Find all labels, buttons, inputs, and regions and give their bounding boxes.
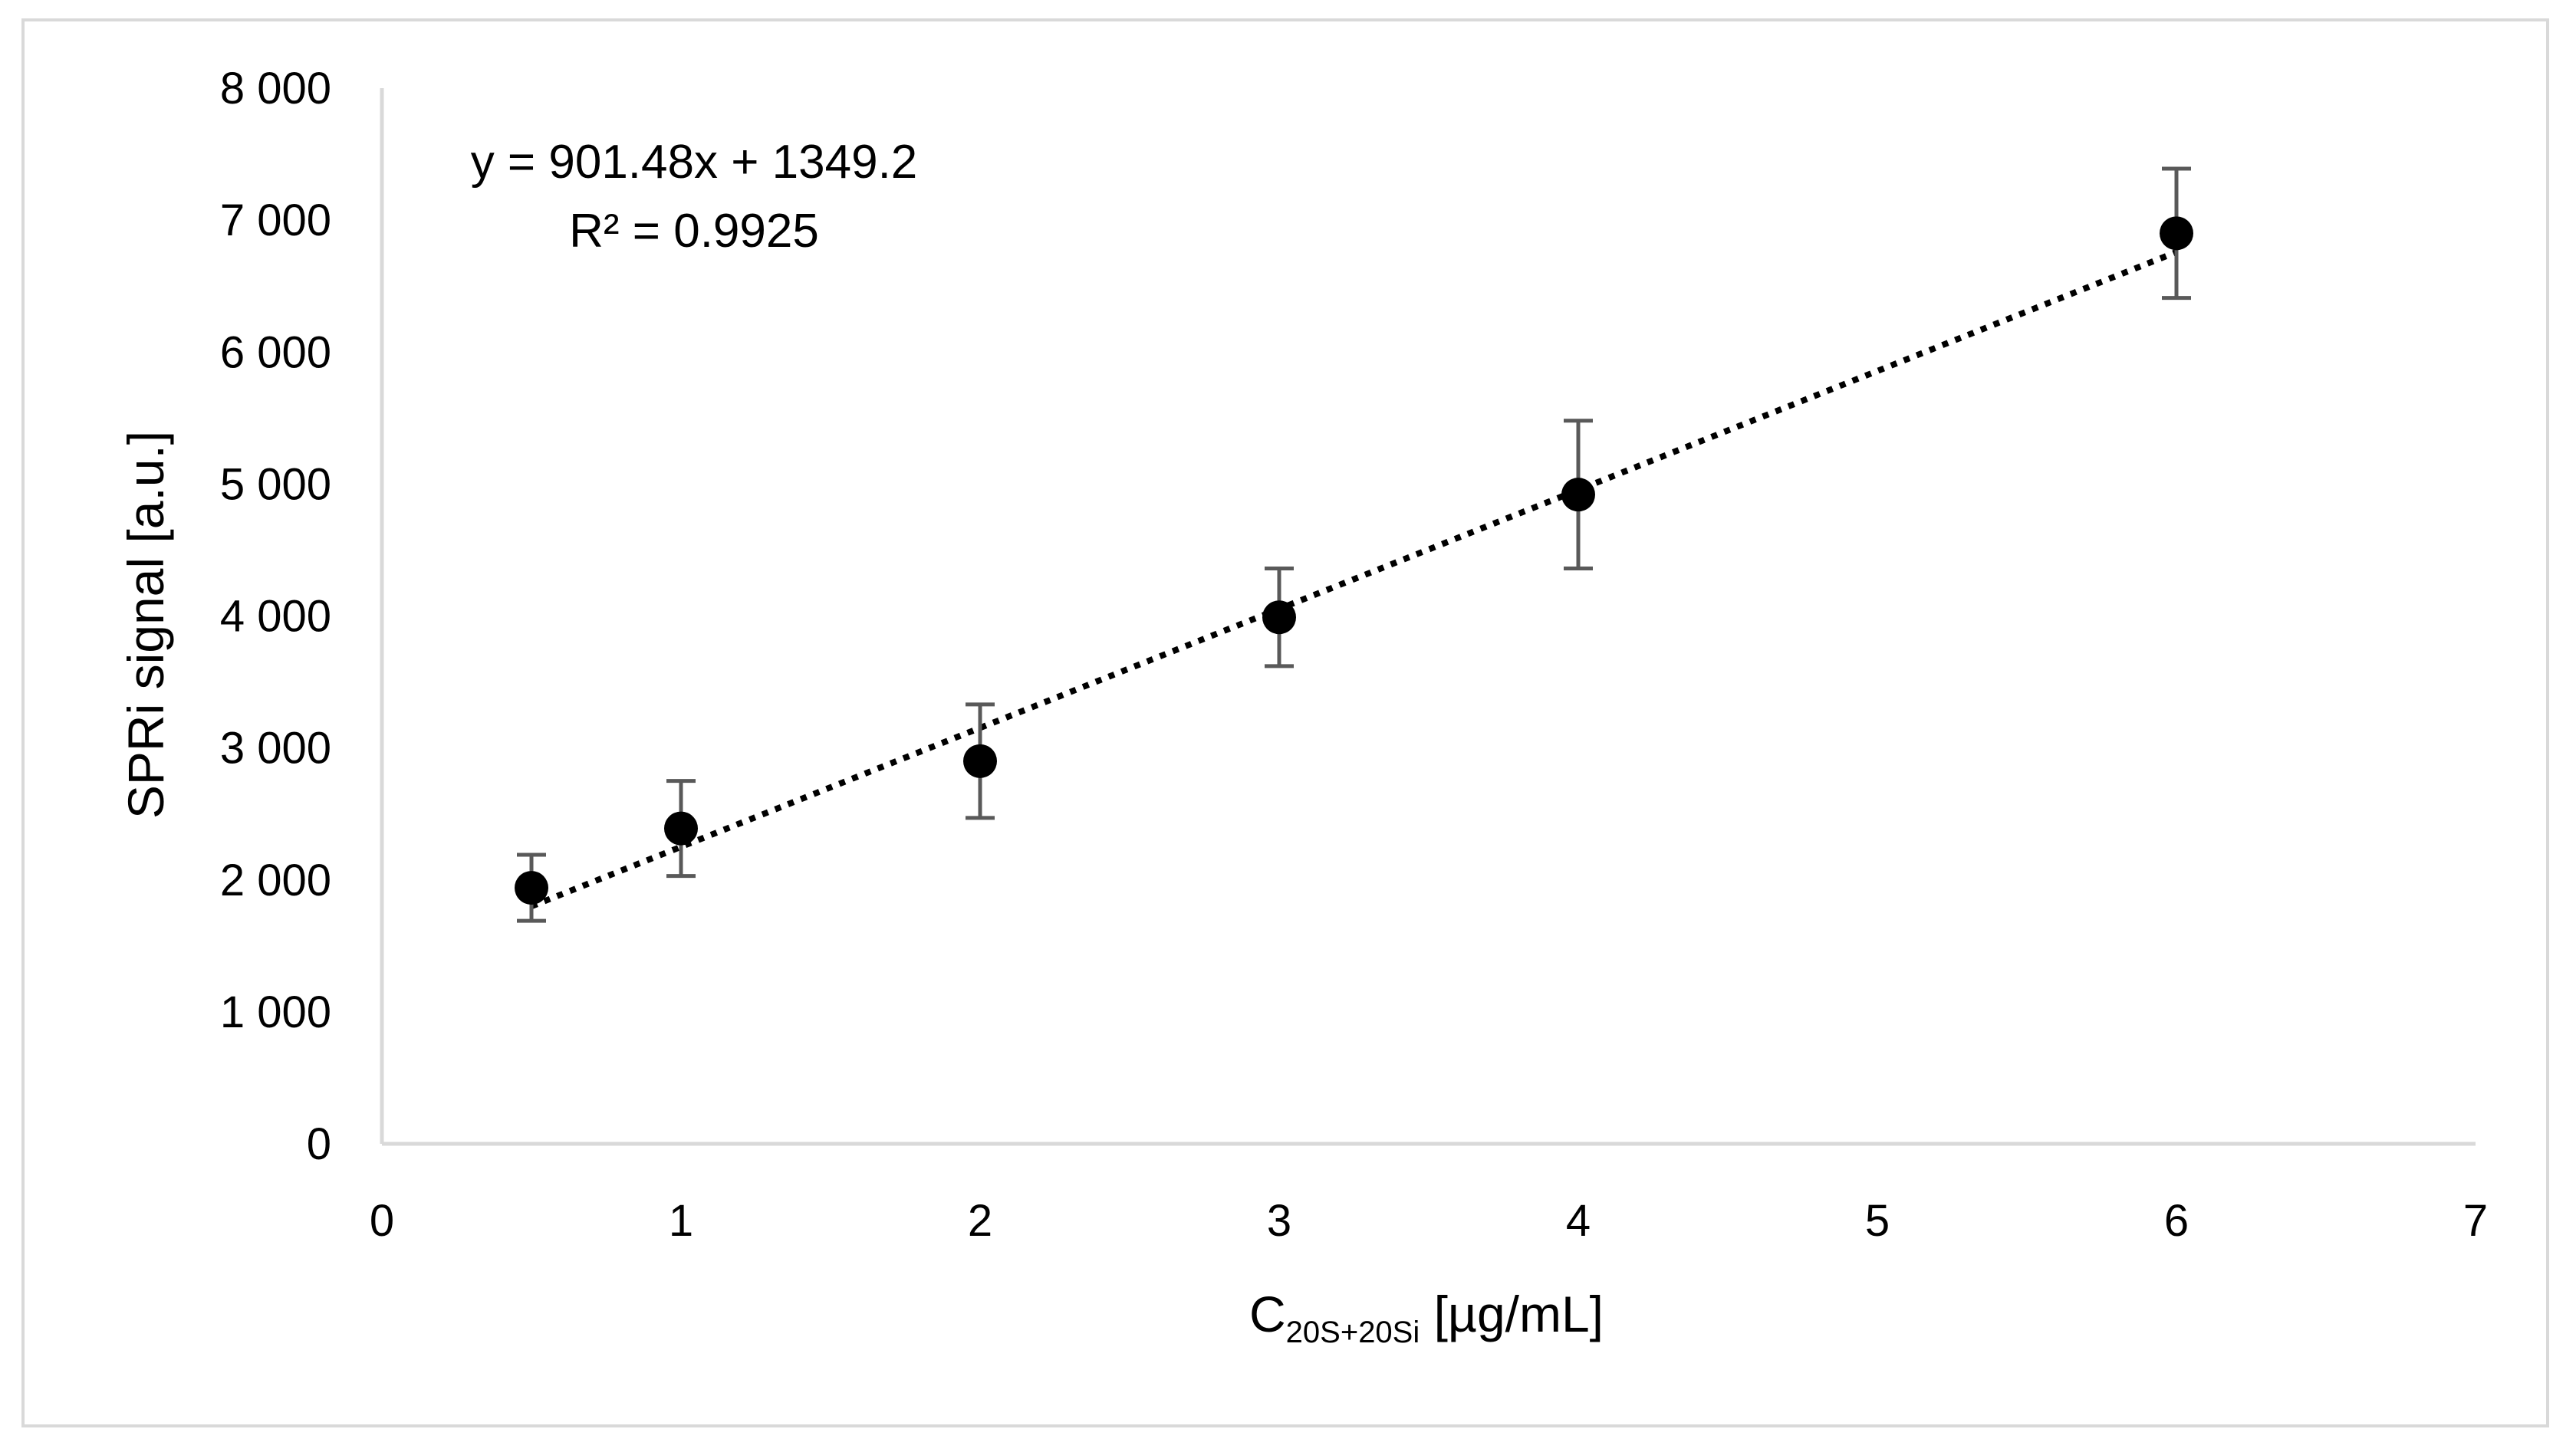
x-tick-label: 1 [669,1196,693,1246]
trendline-equation: y = 901.48x + 1349.2 [471,136,918,189]
chart-frame [21,18,2549,1427]
data-points [515,216,2193,905]
y-tick-label: 8 000 [220,64,331,113]
y-tick-label: 3 000 [220,724,331,774]
x-tick-label: 6 [2164,1196,2189,1246]
y-tick-label: 4 000 [220,592,331,642]
x-tick-label: 7 [2463,1196,2488,1246]
y-tick-label: 7 000 [220,195,331,245]
data-point [2160,216,2193,251]
x-tick-label: 0 [370,1196,394,1246]
x-tick-label: 2 [968,1196,992,1246]
error-bars [517,166,2191,923]
y-tick-label: 1 000 [220,987,331,1037]
trendline [530,249,2178,909]
trendline-line [530,249,2178,909]
x-tick-labels: 0 1 2 3 4 5 6 7 [370,1196,2488,1246]
axes [380,88,2476,1146]
y-tick-label: 5 000 [220,459,331,509]
x-tick-label: 5 [1865,1196,1890,1246]
y-tick-labels: 0 1 000 2 000 3 000 4 000 5 000 6 000 7 000 8 00… [220,64,331,1169]
data-point [664,811,698,846]
data-point [963,744,997,778]
y-tick-label: 0 [307,1119,331,1169]
y-tick-label: 2 000 [220,856,331,905]
r-squared-label: R² = 0.9925 [569,205,819,258]
x-tick-label: 4 [1566,1196,1591,1246]
data-point [1561,478,1595,512]
x-axis-title-main: C [1249,1286,1286,1342]
x-axis-title: C20S+20Si [µg/mL] [1249,1286,1604,1349]
x-axis-title-unit: [µg/mL] [1420,1286,1604,1342]
data-point [1262,600,1296,635]
y-axis-title: SPRi signal [a.u.] [117,431,174,819]
x-tick-label: 3 [1267,1196,1291,1246]
x-axis-title-subscript: 20S+20Si [1286,1316,1420,1349]
data-point [515,871,548,905]
y-tick-label: 6 000 [220,327,331,377]
